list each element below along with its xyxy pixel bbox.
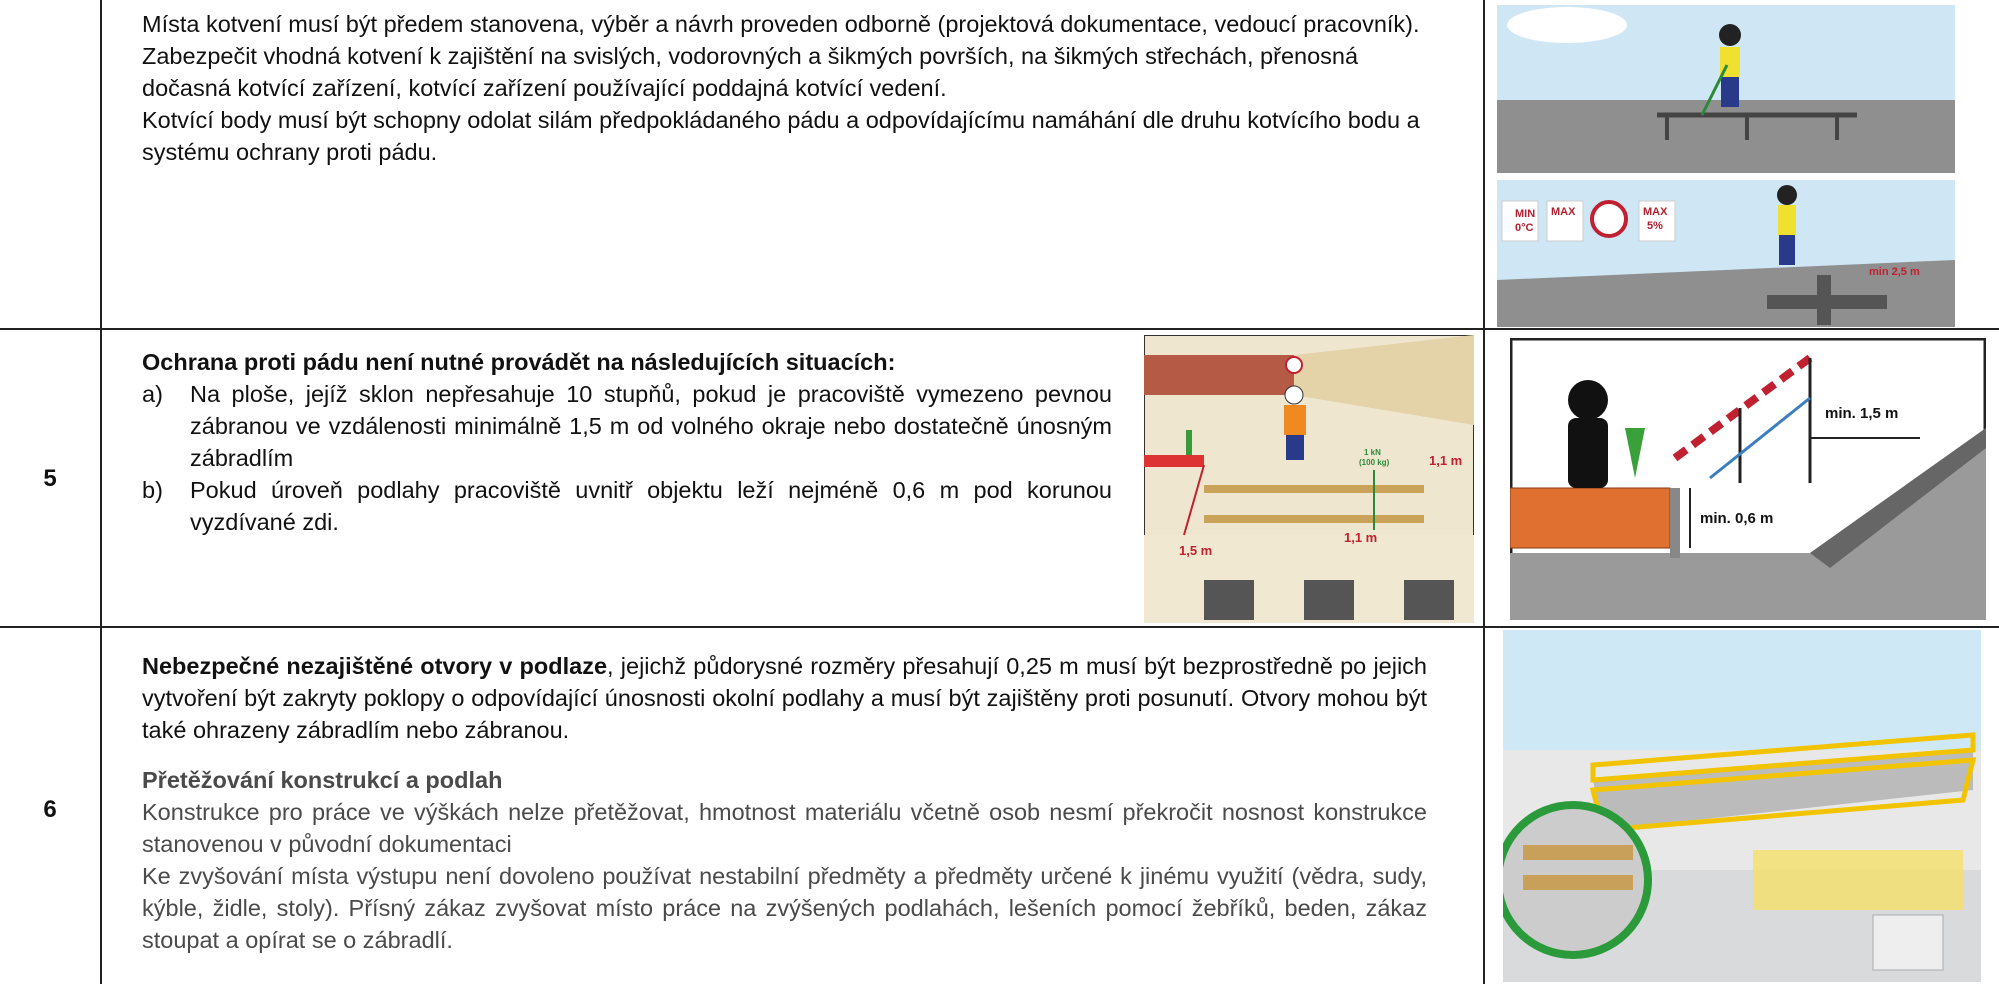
bold-lead: Nebezpečné nezajištěné otvory v podlaze [142,653,608,679]
table-row: 6 Nebezpečné nezajištěné otvory v podlaz… [0,628,1999,984]
cell-border [100,628,102,984]
force-label: (100 kg) [1359,458,1390,467]
cell-border [100,0,102,328]
force-label: 1 kN [1364,448,1381,457]
paragraph: Zabezpečit vhodná kotvení k zajištění na… [142,43,1359,101]
item-text: Na ploše, jejíž sklon nepřesahuje 10 stu… [190,381,1112,471]
cell-border [1483,628,1485,984]
cell-border [1483,330,1485,626]
list-item: a) Na ploše, jejíž sklon nepřesahuje 10 s… [142,378,1112,474]
illustration: 1,5 m 1,1 m 1,1 m 1 kN (100 kg) [1144,335,1474,623]
illustration: MIN 0°C MAX MAX 5% min 2,5 m [1497,5,1955,327]
cell-border [100,330,102,626]
row-number: 6 [43,796,57,823]
paragraph: Ke zvyšování místa výstupu není dovoleno… [142,863,1427,953]
dimension-label: min 2,5 m [1869,266,1920,278]
table-row: Místa kotvení musí být předem stanovena,… [0,0,1999,330]
cell-text: Ochrana proti pádu není nutné provádět n… [142,346,1112,538]
illustration [1503,630,1981,982]
dimension-label: 1,1 m [1344,530,1377,545]
dimension-label: min. 1,5 m [1825,405,1898,422]
list-item: b) Pokud úroveň podlahy pracoviště uvnitř… [142,474,1112,538]
icon-label: 0°C [1515,222,1534,234]
heading: Ochrana proti pádu není nutné provádět n… [142,349,896,375]
row-number: 5 [43,465,57,492]
icon-label: 5% [1647,220,1663,232]
cell-text: Nebezpečné nezajištěné otvory v podlaze,… [142,650,1427,956]
cell-border [1483,0,1485,328]
illustration: min. 1,5 m min. 0,6 m [1510,338,1986,620]
subheading: Přetěžování konstrukcí a podlah [142,767,503,793]
paragraph: Konstrukce pro práce ve výškách nelze př… [142,799,1427,857]
paragraph: Místa kotvení musí být předem stanovena,… [142,11,1420,37]
item-text: Pokud úroveň podlahy pracoviště uvnitř o… [190,477,1112,535]
icon-label: MIN [1515,208,1535,220]
icon-label: MAX [1551,206,1576,218]
icon-label: MAX [1643,206,1668,218]
lead-text: , jejichž půdorysné rozměry přesahují 0,… [142,653,1428,743]
marker: a) [142,381,163,407]
table-row: 5 Ochrana proti pádu není nutné provádět… [0,330,1999,628]
cell-text: Místa kotvení musí být předem stanovena,… [142,8,1432,168]
paragraph: Nebezpečné nezajištěné otvory v podlaze,… [142,650,1427,746]
dimension-label: 1,1 m [1429,453,1462,468]
marker: b) [142,477,163,503]
paragraph: Kotvící body musí být schopny odolat sil… [142,107,1420,165]
dimension-label: 1,5 m [1179,543,1212,558]
dimension-label: min. 0,6 m [1700,510,1773,527]
